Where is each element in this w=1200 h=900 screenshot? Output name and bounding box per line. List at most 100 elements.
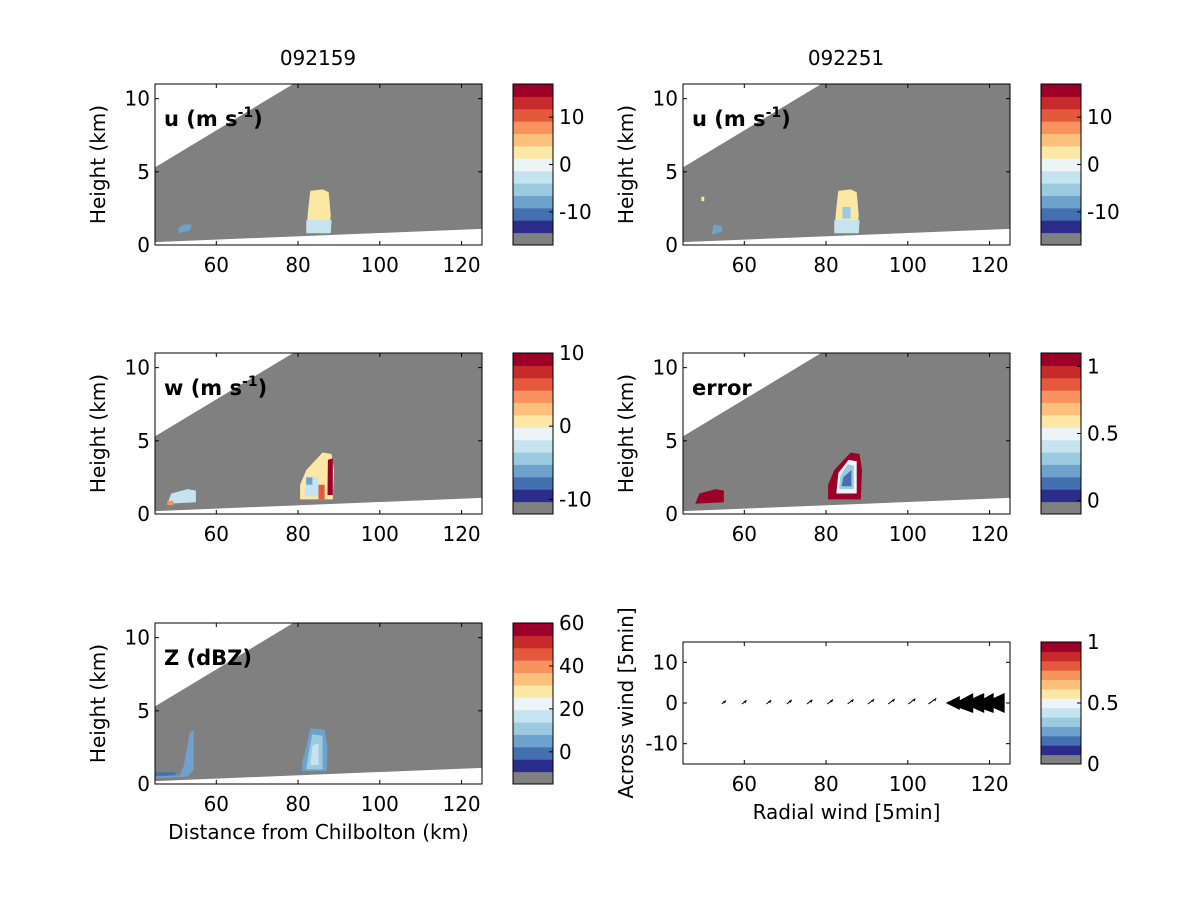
column-title-left: 092159 [280,46,356,70]
colorbar-swatch [1041,688,1081,699]
panel-label: w (m s-1) [164,374,267,400]
colorbar-swatch [1041,232,1081,246]
colorbar-swatch [1041,427,1081,441]
colorbar-swatch [1041,377,1081,391]
plot-area [155,623,482,782]
wind-arrow-head [722,700,726,704]
colorbar: 10 0 -10 [512,341,592,515]
wind-arrow-head [768,700,772,704]
colorbar-tick-label: -10 [559,200,592,224]
echo-cell [167,489,196,504]
colorbar-swatch [513,734,553,748]
y-tick-label: 10 [125,87,150,111]
colorbar-swatch [513,439,553,453]
colorbar-swatch [513,377,553,391]
colorbar-swatch [1041,402,1081,416]
colorbar-swatch [513,672,553,686]
panel-label: u (m s-1) [164,105,263,131]
colorbar-swatch [1041,670,1081,681]
coverage-region [155,623,482,782]
wind-arrow-head [809,699,813,703]
colorbar-swatch [1041,439,1081,453]
colorbar-swatch [1041,365,1081,379]
echo-cell [306,220,332,234]
colorbar-frame [512,352,554,515]
echo-cell [155,729,194,779]
colorbar-swatch [513,195,553,209]
panel-label: Z (dBZ) [164,646,252,670]
colorbar-tick-label: 0 [1087,752,1100,776]
y-tick-label: -10 [645,732,678,756]
colorbar-swatch [513,684,553,698]
colorbar-swatch [513,414,553,428]
x-tick-label: 100 [361,253,399,277]
plot-area [155,353,482,512]
x-tick-label: 60 [204,522,229,546]
y-tick-label: 10 [125,626,150,650]
colorbar-swatch [1041,476,1081,490]
x-tick-label: 100 [361,522,399,546]
colorbar-swatch [1041,353,1081,366]
colorbar-tick-label: 0.5 [1087,691,1119,715]
colorbar-swatch [1041,660,1081,671]
colorbar-tick-label: -10 [1087,200,1120,224]
echo-cell [318,484,325,500]
y-tick-label: 5 [137,699,150,723]
wind-arrow [951,693,974,713]
colorbar-tick-label: 10 [559,105,584,129]
colorbar-swatch [1041,158,1081,172]
colorbar-swatch [1041,207,1081,221]
x-axis-label: Radial wind [5min] [753,800,941,824]
colorbar-swatch [513,647,553,661]
colorbar-tick-label: 60 [559,611,584,635]
colorbar-swatch [1041,220,1081,234]
y-tick-label: 0 [137,233,150,257]
colorbar-tick-label: 40 [559,654,584,678]
echo-cell [306,477,313,485]
wind-arrow-head [850,699,854,703]
y-axis-label: Across wind [5min] [614,607,638,798]
plot-area [683,353,1010,512]
coverage-region [155,84,482,243]
colorbar-swatch [513,623,553,636]
colorbar-swatch [513,746,553,760]
wind-arrow [971,693,994,713]
x-tick-label: 100 [889,253,927,277]
x-tick-label: 100 [889,772,927,796]
axes-frame [154,622,483,785]
echo-cell [310,743,319,765]
colorbar-tick-label: 0 [1087,489,1100,513]
x-tick-label: 60 [204,253,229,277]
y-tick-label: 5 [137,429,150,453]
colorbar-tick-label: 0 [559,740,572,764]
colorbar-swatch [1041,679,1081,690]
colorbar-swatch [1041,642,1081,652]
echo-cell [155,772,176,776]
x-tick-label: 60 [732,772,757,796]
x-tick-label: 120 [442,253,480,277]
colorbar-swatch [1041,121,1081,135]
colorbar-tick-label: 0 [559,414,572,438]
colorbar-swatch [513,722,553,735]
echo-cell [842,206,851,219]
colorbar-tick-label: 1 [1087,630,1100,654]
colorbar-swatch [1041,195,1081,209]
colorbar-tick-label: -10 [559,487,592,511]
plot-area [683,84,1010,243]
y-tick-label: 10 [653,356,678,380]
colorbar-tick-label: 0.5 [1087,422,1119,446]
colorbar-swatch [513,365,553,379]
echo-cell [834,220,860,234]
colorbar-swatch [1041,651,1081,662]
colorbar-swatch [1041,414,1081,428]
axes-frame [154,83,483,246]
colorbar-swatch [513,476,553,490]
colorbar-swatch [513,145,553,159]
colorbar-swatch [513,427,553,441]
colorbar-swatch [1041,464,1081,478]
colorbar-swatch [513,158,553,172]
